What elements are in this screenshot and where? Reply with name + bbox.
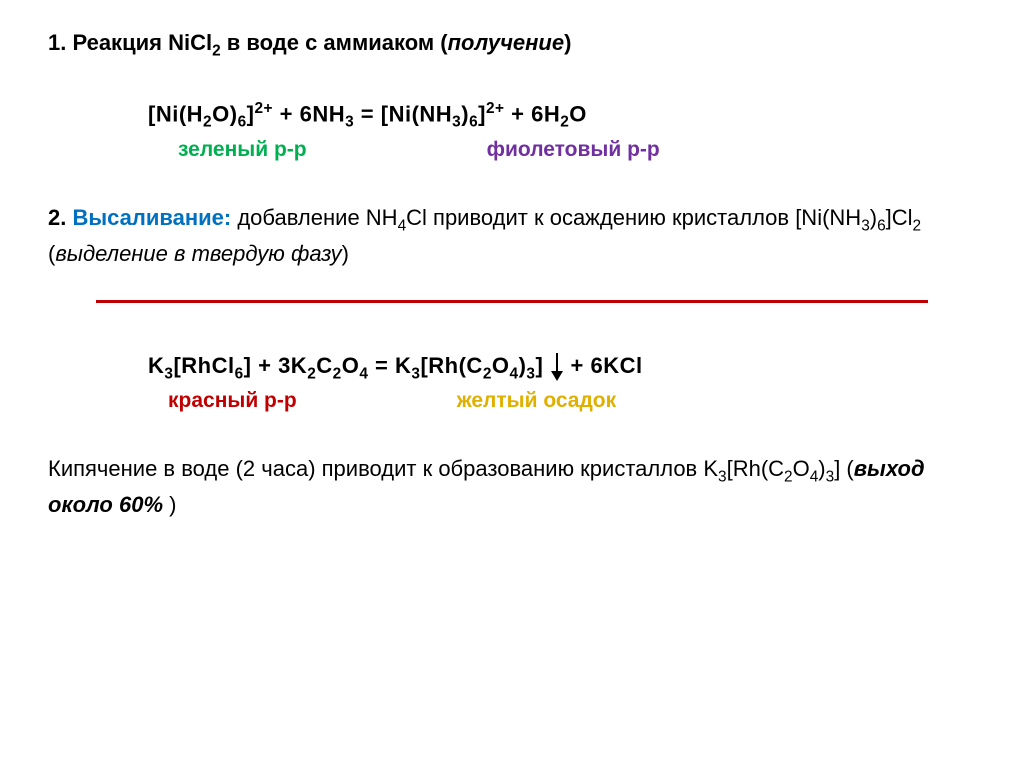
section1-title-sub: 2 [212, 42, 221, 59]
section3-text: ] ( [834, 456, 854, 481]
section2-sub: 2 [913, 218, 922, 235]
section2-sub: 6 [877, 218, 886, 235]
eq2-part: O [492, 353, 510, 378]
section2-keyword: Высаливание: [72, 205, 231, 230]
eq1-part: + 6H [505, 102, 561, 127]
eq2-part: = K [368, 353, 411, 378]
eq2-sub: 2 [307, 365, 316, 382]
color-label-violet: фиолетовый р-р [487, 138, 660, 161]
section3-text: ) [169, 492, 176, 517]
color-label-green: зеленый р-р [178, 138, 307, 161]
section1-title-suffix: ) [564, 30, 571, 55]
eq1-part: ) [461, 102, 469, 127]
eq1-part: O) [212, 102, 237, 127]
section2-text: ) [870, 205, 877, 230]
eq1-sub: 6 [469, 114, 478, 131]
eq2-part: O [342, 353, 360, 378]
eq2-part: C [316, 353, 332, 378]
eq1-part: ] [478, 102, 486, 127]
section3-sub: 3 [826, 469, 835, 486]
eq2-part: ] [535, 353, 543, 378]
section2-text: ]Cl [886, 205, 913, 230]
eq1-sub: 3 [452, 114, 461, 131]
section1-title-mid: в воде с аммиаком ( [221, 30, 448, 55]
eq2-sub: 2 [333, 365, 342, 382]
color-row-1: зеленый р-р фиолетовый р-р [48, 138, 976, 162]
down-arrow-icon [550, 353, 564, 381]
section2-sub: 4 [398, 218, 407, 235]
section3-text: Кипячение в воде (2 часа) приводит к обр… [48, 456, 718, 481]
eq1-sub: 2 [203, 114, 212, 131]
divider-line [96, 300, 928, 303]
section2-text: добавление NH [231, 205, 397, 230]
color-label-yellow: желтый осадок [457, 389, 616, 412]
section3-sub: 4 [810, 469, 819, 486]
eq2-sub: 6 [235, 365, 244, 382]
section2-text: Cl приводит к осаждению кристаллов [Ni(N… [406, 205, 861, 230]
section2-paragraph: 2. Высаливание: добавление NH4Cl приводи… [48, 202, 976, 270]
eq2-part: ] + 3K [244, 353, 308, 378]
section2-num: 2. [48, 205, 72, 230]
eq2-part: [Rh(C [420, 353, 482, 378]
eq1-part: = [Ni(NH [354, 102, 452, 127]
section1-heading: 1. Реакция NiCl2 в воде с аммиаком (полу… [48, 30, 976, 60]
section3-text: ) [818, 456, 825, 481]
eq2-part: [RhCl [173, 353, 234, 378]
eq1-sup: 2+ [254, 100, 273, 117]
eq1-part: [Ni(H [148, 102, 203, 127]
eq1-sub: 6 [238, 114, 247, 131]
equation-2: K3[RhCl6] + 3K2C2O4 = K3[Rh(C2O4)3] + 6K… [48, 353, 976, 383]
section1-title-prefix: 1. Реакция NiCl [48, 30, 212, 55]
eq1-part: O [569, 102, 587, 127]
section1-title-italic: получение [448, 30, 565, 55]
section3-sub: 2 [784, 469, 793, 486]
equation-1: [Ni(H2O)6]2+ + 6NH3 = [Ni(NH3)6]2+ + 6H2… [48, 100, 976, 132]
section2-text: ) [342, 241, 349, 266]
color-row-2: красный р-р желтый осадок [48, 389, 976, 413]
eq2-part: + 6KCl [564, 353, 643, 378]
eq2-part: K [148, 353, 164, 378]
section3-text: O [793, 456, 810, 481]
section2-italic: выделение в твердую фазу [55, 241, 341, 266]
section3-paragraph: Кипячение в воде (2 часа) приводит к обр… [48, 453, 976, 521]
section3-sub: 3 [718, 469, 727, 486]
eq1-sup: 2+ [486, 100, 505, 117]
eq2-sub: 4 [510, 365, 519, 382]
color-label-red: красный р-р [168, 389, 297, 412]
eq1-part: + 6NH [273, 102, 345, 127]
eq1-sub: 2 [560, 114, 569, 131]
section3-text: [Rh(C [727, 456, 784, 481]
eq1-sub: 3 [345, 114, 354, 131]
eq2-sub: 2 [483, 365, 492, 382]
section2-sub: 3 [861, 218, 870, 235]
